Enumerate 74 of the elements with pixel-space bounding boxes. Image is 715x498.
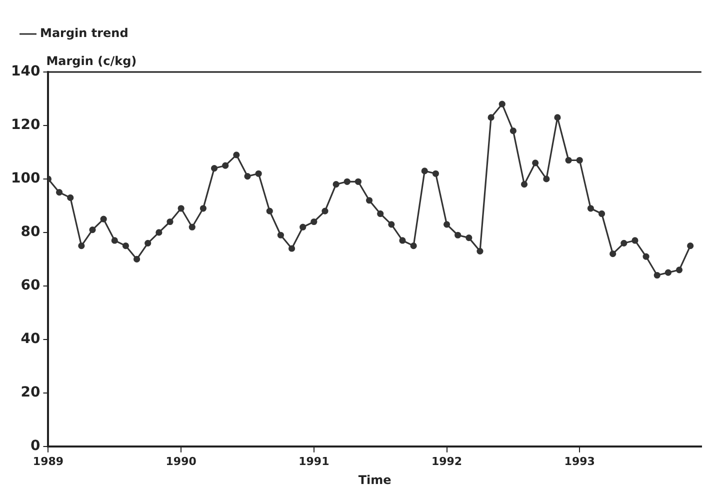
point	[344, 178, 350, 185]
point	[576, 156, 583, 164]
point	[421, 168, 428, 174]
point	[288, 245, 296, 252]
point	[78, 242, 85, 250]
point	[454, 232, 462, 238]
point	[377, 210, 384, 218]
point	[178, 205, 184, 212]
point	[133, 256, 140, 262]
point	[388, 221, 395, 228]
y-tick-label: 120	[10, 117, 40, 134]
point	[266, 208, 273, 214]
point	[222, 162, 229, 169]
point	[255, 170, 262, 177]
point	[587, 205, 594, 212]
point	[543, 176, 550, 182]
point	[354, 178, 362, 185]
point	[488, 114, 494, 121]
point	[664, 269, 672, 276]
point	[498, 100, 506, 108]
point	[332, 181, 340, 188]
point	[510, 128, 516, 134]
point	[200, 205, 207, 212]
point	[322, 208, 328, 214]
x-tick-label: 1992	[431, 454, 462, 468]
point	[300, 224, 306, 230]
point	[399, 237, 406, 244]
x-axis-title: Time	[358, 472, 392, 487]
y-tick-label: 40	[20, 331, 40, 348]
legend-label: Margin trend	[40, 26, 128, 40]
point	[443, 221, 450, 228]
point	[532, 160, 539, 166]
point	[654, 272, 660, 279]
point	[156, 229, 162, 236]
y-tick-label: 0	[30, 438, 40, 454]
point	[432, 170, 439, 177]
point	[144, 240, 152, 246]
point	[122, 242, 130, 250]
point	[598, 210, 606, 218]
point	[687, 242, 694, 250]
point	[277, 232, 284, 238]
y-tick-label: 80	[20, 224, 40, 240]
x-tick-label: 1993	[564, 454, 595, 468]
y-tick-label: 20	[20, 384, 40, 401]
point	[166, 218, 174, 226]
point	[56, 189, 63, 196]
point	[111, 237, 118, 244]
y-axis-title: Margin (c/kg)	[46, 54, 137, 68]
point	[565, 156, 572, 164]
point	[310, 218, 318, 226]
point	[89, 226, 96, 234]
x-tick-label: 1989	[32, 454, 64, 468]
point	[610, 250, 616, 258]
y-tick-label: 60	[20, 278, 40, 294]
point	[410, 242, 417, 250]
point	[520, 181, 528, 188]
point	[244, 172, 251, 180]
x-tick-label: 1991	[298, 454, 330, 468]
point	[476, 248, 484, 254]
point	[466, 234, 472, 242]
y-tick-label: 140	[10, 64, 40, 80]
point	[676, 266, 683, 274]
point	[554, 114, 561, 121]
y-tick-label: 100	[10, 170, 40, 187]
point	[100, 216, 107, 222]
point	[632, 237, 638, 244]
point	[233, 152, 240, 158]
point	[210, 164, 218, 172]
point	[188, 224, 196, 230]
point	[620, 240, 628, 246]
point	[642, 253, 650, 260]
point	[366, 197, 373, 204]
point	[67, 194, 74, 201]
x-tick-label: 1990	[166, 454, 197, 468]
